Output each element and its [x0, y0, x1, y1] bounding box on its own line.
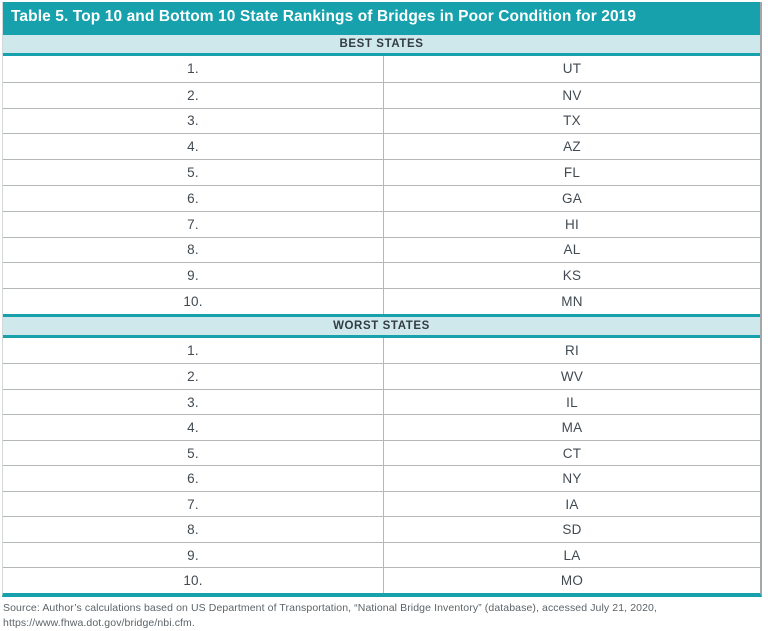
- table-row: 10. MO: [3, 567, 760, 593]
- state-cell: GA: [562, 190, 582, 206]
- rank-cell: 5.: [3, 440, 384, 466]
- state-cell: CT: [562, 445, 582, 461]
- state-cell: MN: [561, 294, 583, 310]
- state-cell: UT: [562, 61, 582, 77]
- table-row: 4. MA: [3, 414, 760, 440]
- rank-cell: 2.: [3, 364, 384, 389]
- rank-cell: 5.: [3, 160, 384, 185]
- rank-cell: 3.: [3, 389, 384, 415]
- section-rows: 1. RI 2. WV 3. IL 4. MA 5. CT 6. NY 7. IA 8. SD 9. LA 10. M…: [3, 337, 760, 593]
- rank-cell: 1.: [3, 56, 384, 82]
- rank-cell: 6.: [3, 185, 384, 211]
- rank-cell: 10.: [3, 568, 384, 593]
- state-cell: FL: [563, 165, 581, 181]
- table-row: 1. RI: [3, 337, 760, 364]
- rank-cell: 7.: [3, 491, 384, 517]
- rank-cell: 1.: [3, 337, 384, 364]
- table-row: 8. SD: [3, 516, 760, 542]
- table-row: 6. NY: [3, 465, 760, 491]
- rank-cell: 7.: [3, 211, 384, 237]
- table-row: 2. NV: [3, 81, 760, 108]
- state-cell: NV: [562, 87, 582, 103]
- table-row: 7. HI: [3, 210, 760, 237]
- table-sections: BEST STATES 1. UT 2. NV 3. TX 4. AZ 5. FL 6. GA 7. HI 8…: [3, 32, 760, 593]
- state-cell: IL: [566, 394, 578, 410]
- state-cell: NY: [562, 471, 582, 487]
- table-title-bar: Table 5. Top 10 and Bottom 10 State Rank…: [3, 2, 760, 32]
- state-cell: MO: [560, 573, 584, 589]
- rank-cell: 4.: [3, 415, 384, 440]
- rank-cell: 4.: [3, 134, 384, 160]
- state-cell: LA: [563, 547, 581, 563]
- state-cell: MA: [561, 420, 583, 436]
- table-row: 9. KS: [3, 262, 760, 289]
- table-row: 2. WV: [3, 363, 760, 389]
- table-row: 3. TX: [3, 107, 760, 134]
- state-cell: HI: [565, 216, 579, 232]
- table-row: 4. AZ: [3, 133, 760, 160]
- source-note-line2: https://www.fhwa.dot.gov/bridge/nbi.cfm.: [3, 617, 195, 629]
- section-header-label: BEST STATES: [339, 38, 424, 50]
- table-row: 8. AL: [3, 236, 760, 263]
- source-note: Source: Author’s calculations based on U…: [3, 601, 763, 631]
- rank-cell: 8.: [3, 517, 384, 542]
- rank-cell: 2.: [3, 82, 384, 108]
- state-cell: AL: [563, 242, 581, 258]
- rank-cell: 8.: [3, 237, 384, 263]
- table-row: 5. CT: [3, 439, 760, 466]
- state-cell: RI: [565, 343, 579, 359]
- section-header: WORST STATES: [3, 313, 760, 338]
- section-header: BEST STATES: [3, 32, 760, 56]
- rank-cell: 3.: [3, 108, 384, 134]
- table-row: 1. UT: [3, 56, 760, 82]
- state-cell: AZ: [563, 139, 581, 155]
- table-row: 7. IA: [3, 490, 760, 517]
- state-cell: TX: [563, 113, 581, 129]
- table-title: Table 5. Top 10 and Bottom 10 State Rank…: [11, 8, 637, 25]
- state-cell: SD: [562, 522, 582, 538]
- table-row: 10. MN: [3, 288, 760, 314]
- rank-cell: 10.: [3, 289, 384, 314]
- section-rows: 1. UT 2. NV 3. TX 4. AZ 5. FL 6. GA 7. HI 8. AL 9. KS 10. M…: [3, 56, 760, 314]
- section-header-label: WORST STATES: [333, 319, 430, 332]
- table-row: 3. IL: [3, 388, 760, 415]
- state-cell: IA: [565, 496, 579, 512]
- table-row: 9. LA: [3, 541, 760, 568]
- rank-cell: 6.: [3, 466, 384, 491]
- state-cell: KS: [562, 268, 582, 284]
- bridges-rankings-table: Table 5. Top 10 and Bottom 10 State Rank…: [2, 2, 762, 597]
- rank-cell: 9.: [3, 263, 384, 289]
- source-note-line1: Source: Author’s calculations based on U…: [3, 602, 657, 614]
- rank-cell: 9.: [3, 542, 384, 568]
- table-row: 6. GA: [3, 184, 760, 211]
- table-row: 5. FL: [3, 159, 760, 185]
- state-cell: WV: [560, 369, 584, 385]
